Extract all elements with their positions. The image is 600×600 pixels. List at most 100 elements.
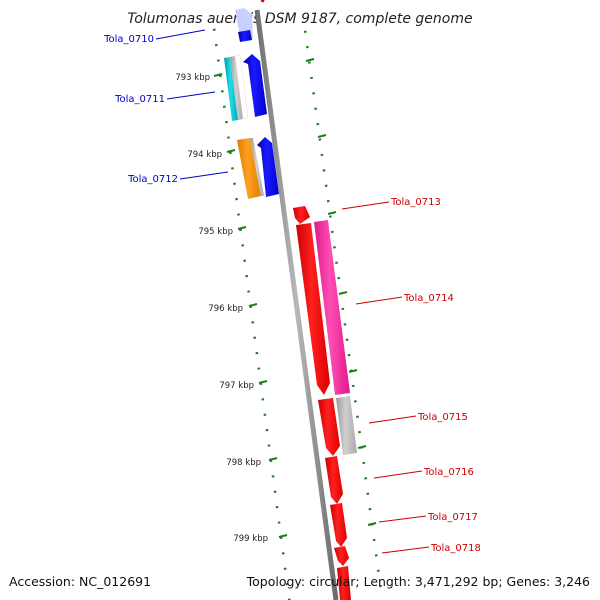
gene-arrow-tola-0713[interactable] [293, 206, 310, 224]
minor-tick [308, 61, 311, 64]
feature-gray[interactable] [230, 56, 243, 120]
minor-tick [328, 215, 332, 218]
minor-ticks-left [212, 28, 291, 600]
major-tick [213, 73, 223, 77]
feature-orange[interactable] [237, 138, 261, 199]
gene-arrow-tola-0715[interactable] [318, 398, 340, 456]
genome-title: Tolumonas auensis DSM 9187, complete gen… [127, 11, 472, 27]
feature-white [234, 54, 249, 120]
minor-tick [303, 30, 307, 33]
minor-tick [247, 290, 251, 293]
minor-tick [324, 184, 328, 187]
minor-tick [374, 554, 378, 557]
minor-tick [249, 305, 253, 309]
minor-tick [212, 28, 216, 31]
minor-tick [259, 382, 263, 386]
kbp-label: 797 kbp [219, 381, 254, 391]
minor-tick [269, 459, 273, 463]
gene-label-tola-0712[interactable]: Tola_0712 [127, 174, 178, 185]
gene-arrow-tola-0711[interactable] [243, 54, 267, 117]
minor-tick [335, 261, 338, 264]
gene-arrow-next[interactable] [337, 566, 351, 600]
minor-tick [235, 197, 238, 201]
minor-tick [229, 151, 232, 155]
kbp-label: 795 kbp [198, 227, 233, 237]
left-strand-features [224, 8, 279, 199]
gene-label-tola-0711[interactable]: Tola_0711 [114, 94, 165, 105]
minor-tick [358, 430, 361, 434]
minor-tick [305, 45, 309, 49]
left-gene-labels: Tola_0710 Tola_0711 Tola_0712 [103, 29, 229, 185]
major-tick [258, 380, 268, 384]
minor-tick [233, 182, 236, 185]
minor-tick [343, 323, 347, 326]
minor-tick [283, 567, 287, 570]
minor-tick [312, 92, 316, 95]
gene-arrow-tola-0717[interactable] [330, 503, 347, 547]
major-tick [278, 534, 288, 538]
minor-tick [261, 398, 265, 401]
minor-tick [351, 384, 355, 388]
minor-tick [214, 43, 218, 47]
label-leader [373, 470, 423, 479]
minor-tick [372, 538, 376, 542]
label-leader [368, 415, 417, 424]
minor-tick [277, 521, 281, 524]
minor-tick [263, 413, 267, 416]
minor-tick [225, 120, 228, 124]
feature-gray[interactable] [250, 138, 264, 196]
label-leader [155, 29, 206, 40]
minor-tick [362, 461, 366, 465]
gene-label-tola-0717[interactable]: Tola_0717 [427, 512, 478, 523]
minor-tick [379, 584, 382, 588]
kbp-label: 796 kbp [208, 304, 243, 314]
minor-tick [255, 351, 259, 355]
minor-tick [245, 274, 249, 278]
minor-tick [364, 477, 368, 480]
minor-tick [243, 259, 247, 262]
feature-cyan[interactable] [224, 57, 238, 121]
label-leader [341, 201, 390, 210]
right-gene-labels: Tola_0713 Tola_0714 Tola_0715 Tola_0716 … [341, 197, 481, 554]
minor-tick [275, 505, 279, 509]
minor-tick [239, 228, 242, 232]
minor-tick [216, 59, 220, 62]
gene-label-tola-0716[interactable]: Tola_0716 [423, 467, 474, 478]
major-tick [268, 457, 278, 461]
gene-label-tola-0710[interactable]: Tola_0710 [103, 34, 154, 45]
minor-tick [347, 353, 351, 357]
minor-tick [227, 136, 230, 139]
gene-arrow-tola-0712[interactable] [257, 137, 279, 197]
label-leader [378, 515, 427, 523]
backbone-top-marker [260, 0, 265, 3]
kbp-label: 798 kbp [226, 458, 261, 468]
gene-label-tola-0713[interactable]: Tola_0713 [390, 197, 441, 208]
minor-tick [330, 230, 334, 234]
gene-arrow-tola-0718[interactable] [334, 546, 349, 566]
minor-tick [279, 536, 283, 540]
gene-label-tola-0718[interactable]: Tola_0718 [430, 543, 481, 554]
kbp-label: 799 kbp [233, 534, 268, 544]
kbp-scale: 793 kbp 794 kbp 795 kbp 796 kbp 797 kbp … [175, 73, 288, 544]
minor-tick [271, 475, 275, 478]
feature-pink[interactable] [314, 220, 350, 395]
accession-text: Accession: NC_012691 [9, 574, 151, 589]
minor-tick [220, 90, 224, 93]
minor-tick [368, 507, 372, 511]
gene-label-tola-0715[interactable]: Tola_0715 [417, 412, 468, 423]
topology-text: Topology: circular; Length: 3,471,292 bp… [246, 574, 590, 589]
major-tick [226, 149, 236, 153]
label-leader [381, 546, 430, 554]
gene-arrow-tola-0716[interactable] [325, 456, 343, 504]
gene-arrow-tola-0710[interactable] [238, 30, 252, 42]
minor-tick [314, 107, 318, 110]
gene-label-tola-0714[interactable]: Tola_0714 [403, 293, 454, 304]
minor-tick [353, 400, 357, 403]
gene-arrow-tola-0714[interactable] [296, 223, 330, 395]
minor-tick [376, 569, 380, 572]
major-tick [237, 226, 247, 230]
minor-tick [265, 428, 269, 432]
kbp-label: 793 kbp [175, 73, 210, 83]
feature-gray[interactable] [336, 396, 357, 455]
